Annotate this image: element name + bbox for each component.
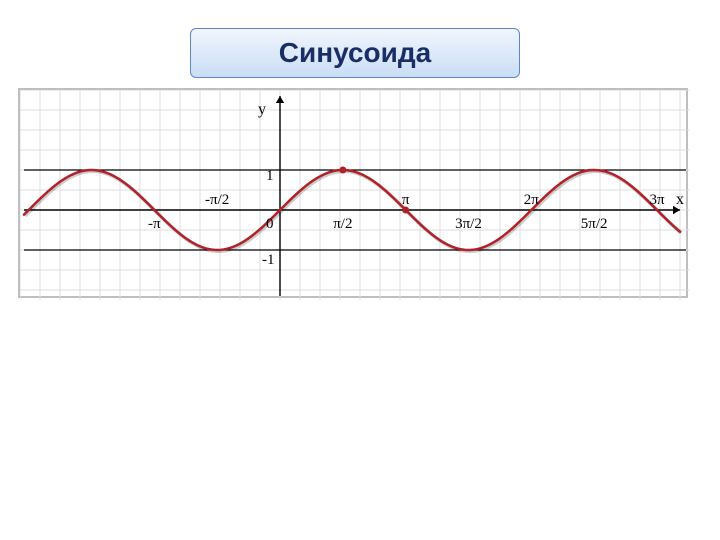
svg-text:3π: 3π [649,192,665,208]
svg-text:π/2: π/2 [333,216,352,232]
svg-text:-π/2: -π/2 [205,192,229,208]
sine-chart-svg: y x 0 1 -1 -π -π/2 π/2 π 3π/2 2π 5π/2 3π [20,90,690,300]
svg-text:0: 0 [266,216,274,232]
svg-text:x: x [676,191,684,208]
svg-text:5π/2: 5π/2 [581,216,608,232]
chart-title: Синусоида [279,37,431,69]
svg-text:1: 1 [266,168,274,184]
svg-text:-1: -1 [262,252,275,268]
chart-title-box: Синусоида [190,28,520,78]
svg-text:-π: -π [148,216,161,232]
svg-text:3π/2: 3π/2 [455,216,482,232]
sine-chart: y x 0 1 -1 -π -π/2 π/2 π 3π/2 2π 5π/2 3π [18,88,688,298]
svg-text:π: π [402,192,410,208]
svg-text:y: y [258,101,266,118]
svg-text:2π: 2π [524,192,540,208]
